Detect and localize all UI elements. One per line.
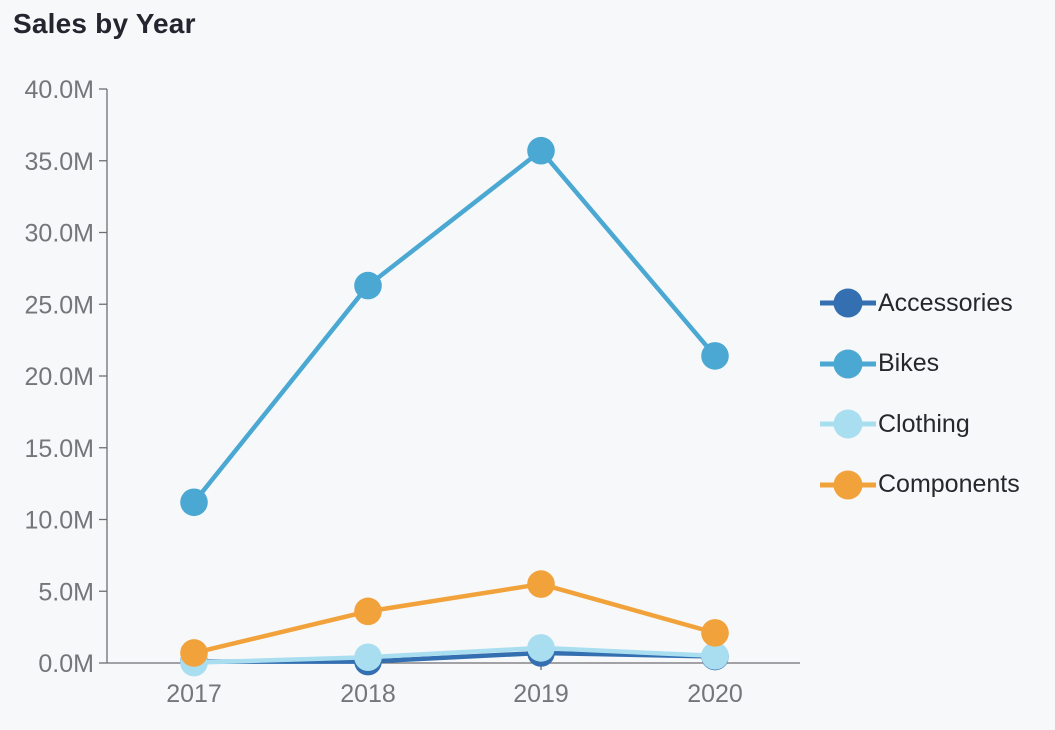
point-components-2019[interactable]	[527, 570, 555, 598]
point-clothing-2018[interactable]	[354, 643, 382, 672]
x-tick-label: 2019	[513, 680, 569, 708]
legend-label-components: Components	[878, 470, 1020, 499]
x-tick-label: 2018	[340, 680, 396, 708]
y-tick-label: 15.0M	[25, 435, 94, 463]
legend-label-accessories: Accessories	[878, 288, 1013, 317]
legend-swatch-clothing	[820, 409, 876, 439]
y-tick-label: 5.0M	[38, 578, 94, 606]
legend-item-clothing[interactable]: Clothing	[820, 394, 1020, 455]
y-tick-label: 35.0M	[25, 148, 94, 176]
legend-swatch-components	[820, 470, 876, 500]
legend-item-components[interactable]: Components	[820, 455, 1020, 516]
legend-swatch-accessories	[820, 288, 876, 318]
legend-swatch-dot	[833, 470, 863, 500]
legend-swatch-bikes	[820, 349, 876, 379]
line-bikes	[192, 148, 717, 504]
y-tick-label: 40.0M	[25, 76, 94, 104]
legend-swatch-dot	[833, 409, 863, 439]
x-tick-label: 2020	[687, 680, 743, 708]
point-components-2020[interactable]	[701, 619, 729, 647]
chart-title: Sales by Year	[13, 8, 196, 39]
point-clothing-2019[interactable]	[527, 634, 555, 662]
x-tick-label: 2017	[166, 680, 222, 708]
point-bikes-2020[interactable]	[701, 342, 729, 370]
y-tick-label: 20.0M	[25, 363, 94, 391]
legend-swatch-dot	[833, 288, 863, 318]
line-components	[193, 581, 716, 656]
point-bikes-2017[interactable]	[180, 488, 208, 517]
point-bikes-2019[interactable]	[527, 136, 555, 165]
legend: Accessories Bikes Clothing Components	[820, 273, 1020, 515]
point-components-2017[interactable]	[180, 639, 208, 667]
legend-label-bikes: Bikes	[878, 349, 940, 378]
point-clothing-2020[interactable]	[701, 642, 729, 670]
point-components-2018[interactable]	[354, 597, 382, 626]
y-tick-label: 0.0M	[38, 650, 94, 678]
legend-item-accessories[interactable]: Accessories	[820, 273, 1020, 334]
point-bikes-2018[interactable]	[354, 271, 382, 300]
y-tick-label: 25.0M	[25, 291, 94, 319]
y-tick-label: 30.0M	[25, 220, 94, 248]
legend-label-clothing: Clothing	[878, 409, 970, 438]
legend-item-bikes[interactable]: Bikes	[820, 334, 1020, 395]
line-clothing	[193, 645, 716, 665]
y-tick-label: 10.0M	[25, 507, 94, 535]
legend-swatch-dot	[833, 349, 863, 379]
